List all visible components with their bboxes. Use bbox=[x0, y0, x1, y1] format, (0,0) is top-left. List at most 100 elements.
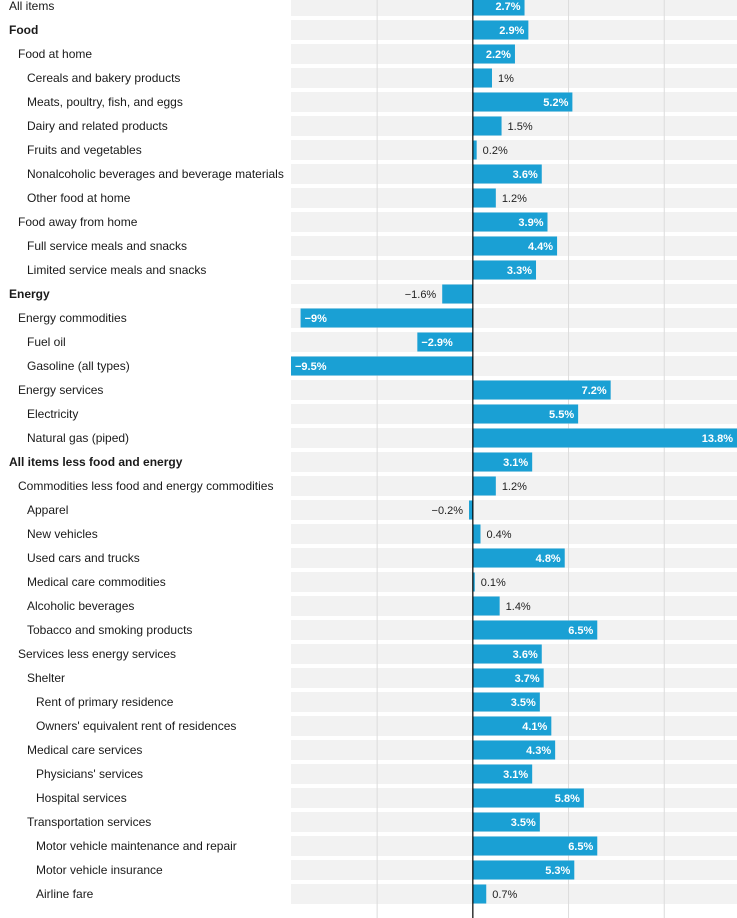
category-label: Food at home bbox=[18, 47, 92, 61]
value-label: 3.1% bbox=[503, 457, 528, 469]
category-label: Fruits and vegetables bbox=[27, 143, 142, 157]
category-label: Other food at home bbox=[27, 191, 131, 205]
category-label: Hospital services bbox=[36, 791, 127, 805]
row-band bbox=[291, 140, 737, 160]
row-band bbox=[291, 500, 737, 520]
value-label: −1.6% bbox=[405, 289, 437, 301]
bar bbox=[472, 404, 579, 424]
bar bbox=[472, 644, 542, 664]
value-label: −2.9% bbox=[421, 337, 453, 349]
category-label: Airline fare bbox=[36, 887, 94, 901]
bar bbox=[442, 284, 473, 304]
category-label: Transportation services bbox=[27, 815, 151, 829]
category-label: Medical care services bbox=[27, 743, 142, 757]
category-label: Full service meals and snacks bbox=[27, 239, 187, 253]
value-label: 2.9% bbox=[499, 25, 524, 37]
value-label: 1.4% bbox=[506, 601, 531, 613]
bar bbox=[472, 524, 481, 544]
row-band bbox=[291, 116, 737, 136]
bar bbox=[472, 812, 540, 832]
value-label: 5.5% bbox=[549, 409, 574, 421]
value-label: 3.7% bbox=[515, 673, 540, 685]
value-label: 3.6% bbox=[513, 649, 538, 661]
row-band bbox=[291, 284, 737, 304]
value-label: 1.5% bbox=[508, 121, 533, 133]
bar bbox=[472, 596, 500, 616]
bar bbox=[472, 380, 611, 400]
bar bbox=[472, 716, 552, 736]
row-band bbox=[291, 596, 737, 616]
value-label: 0.7% bbox=[492, 889, 517, 901]
category-label: Used cars and trucks bbox=[27, 551, 140, 565]
row-band bbox=[291, 524, 737, 544]
value-label: 3.5% bbox=[511, 697, 536, 709]
bar bbox=[472, 692, 540, 712]
value-label: 3.1% bbox=[503, 769, 528, 781]
value-label: 4.1% bbox=[522, 721, 547, 733]
category-label: Commodities less food and energy commodi… bbox=[18, 479, 273, 493]
bar bbox=[472, 260, 537, 280]
row-band bbox=[291, 476, 737, 496]
bar bbox=[472, 572, 475, 592]
category-label: Natural gas (piped) bbox=[27, 431, 129, 445]
bar bbox=[469, 500, 473, 520]
category-label: Services less energy services bbox=[18, 647, 176, 661]
category-label: New vehicles bbox=[27, 527, 98, 541]
bar bbox=[291, 356, 473, 376]
bar bbox=[472, 140, 477, 160]
bar bbox=[472, 428, 737, 448]
bar bbox=[472, 164, 542, 184]
bar bbox=[472, 0, 525, 16]
category-label: Electricity bbox=[27, 407, 78, 421]
category-label: Energy commodities bbox=[18, 311, 127, 325]
row-band bbox=[291, 884, 737, 904]
value-label: 5.8% bbox=[555, 793, 580, 805]
category-label: Motor vehicle maintenance and repair bbox=[36, 839, 237, 853]
row-band bbox=[291, 572, 737, 592]
value-label: 3.3% bbox=[507, 265, 532, 277]
bar bbox=[472, 68, 492, 88]
value-label: 6.5% bbox=[568, 841, 593, 853]
value-label: 13.8% bbox=[702, 433, 733, 445]
value-label: 5.2% bbox=[543, 97, 568, 109]
category-label: Tobacco and smoking products bbox=[27, 623, 192, 637]
category-label: Alcoholic beverages bbox=[27, 599, 134, 613]
bar bbox=[472, 44, 515, 64]
value-label: 3.6% bbox=[513, 169, 538, 181]
bar bbox=[472, 212, 548, 232]
category-label: Apparel bbox=[27, 503, 68, 517]
bar bbox=[472, 884, 487, 904]
value-label: 3.9% bbox=[518, 217, 543, 229]
bar bbox=[472, 188, 496, 208]
bar bbox=[472, 452, 533, 472]
bar bbox=[472, 548, 565, 568]
bar bbox=[472, 20, 529, 40]
category-label: Fuel oil bbox=[27, 335, 66, 349]
value-label: −9.5% bbox=[295, 361, 327, 373]
category-label: All items bbox=[9, 0, 54, 13]
bar bbox=[472, 764, 533, 784]
category-label: Owners' equivalent rent of residences bbox=[36, 719, 236, 733]
value-label: 4.4% bbox=[528, 241, 553, 253]
bar bbox=[472, 788, 584, 808]
value-label: −9% bbox=[305, 313, 328, 325]
category-label: Gasoline (all types) bbox=[27, 359, 130, 373]
value-label: 3.5% bbox=[511, 817, 536, 829]
bar bbox=[472, 92, 573, 112]
category-label: Food away from home bbox=[18, 215, 138, 229]
value-label: 2.2% bbox=[486, 49, 511, 61]
category-label: Shelter bbox=[27, 671, 65, 685]
category-label: Medical care commodities bbox=[27, 575, 166, 589]
bar bbox=[472, 860, 575, 880]
value-label: 0.2% bbox=[483, 145, 508, 157]
category-label: Nonalcoholic beverages and beverage mate… bbox=[27, 167, 284, 181]
bar bbox=[472, 476, 496, 496]
bar bbox=[472, 836, 598, 856]
value-label: −0.2% bbox=[432, 505, 464, 517]
value-label: 1.2% bbox=[502, 193, 527, 205]
bar bbox=[472, 668, 544, 688]
bar bbox=[472, 116, 502, 136]
category-label: Rent of primary residence bbox=[36, 695, 174, 709]
value-label: 1.2% bbox=[502, 481, 527, 493]
